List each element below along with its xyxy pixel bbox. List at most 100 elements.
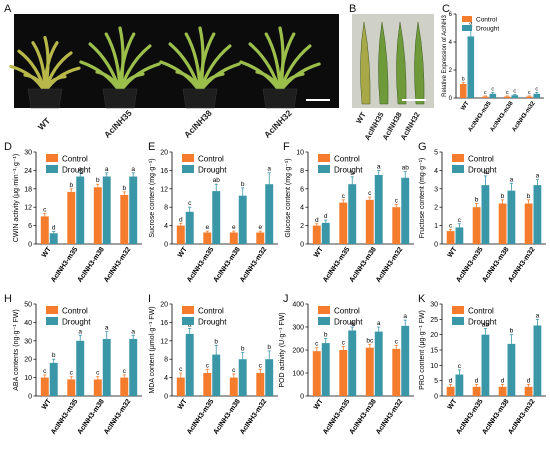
panel-letter-B: B: [349, 3, 356, 15]
significance-letter: c: [43, 206, 47, 213]
bar-drought: [212, 191, 221, 244]
y-tick-label: 4: [164, 223, 168, 230]
bar-control: [472, 386, 481, 396]
bar-drought: [533, 93, 541, 98]
bar-control: [524, 386, 533, 396]
legend-swatch-control: [318, 306, 330, 314]
bar-drought: [102, 176, 111, 244]
photo-A-label: AcINH32: [262, 108, 294, 140]
bar-drought: [511, 95, 519, 98]
category-label: AcINH3-m32: [375, 398, 404, 436]
bar-drought: [185, 211, 194, 244]
legend-label-drought: Drought: [334, 166, 363, 175]
bar-drought: [265, 184, 274, 244]
legend-label-control: Control: [468, 155, 494, 164]
category-label: AcINH3-m35: [186, 246, 215, 284]
category-label: AcINH3-m35: [455, 398, 484, 436]
legend-label-drought: Drought: [62, 166, 91, 175]
significance-letter: c: [535, 86, 538, 92]
chart-F: 0 2 4 6 8 10 Glucose content (mg·g⁻¹) dd WT c b AcI…: [285, 149, 414, 284]
y-tick-label: 8: [164, 357, 168, 364]
category-label: AcINH3-m35: [50, 246, 79, 284]
legend-label-drought: Drought: [62, 318, 91, 327]
leaf-blade: [414, 21, 425, 105]
y-tick-label: 6: [28, 223, 32, 230]
bar-control: [312, 225, 321, 244]
bar-drought: [481, 185, 490, 244]
significance-letter: a: [78, 328, 82, 335]
y-tick-label: 1: [434, 223, 438, 230]
bar-drought: [129, 176, 138, 244]
significance-letter: a: [377, 163, 381, 170]
bar-control: [176, 225, 185, 244]
bar-drought: [265, 359, 274, 396]
y-axis-label: ABA contents (ng·g⁻¹ FW): [13, 309, 20, 391]
panel-letter-D: D: [4, 141, 12, 153]
significance-letter: bc: [366, 337, 374, 344]
panel-letter-A: A: [4, 3, 12, 15]
y-tick-label: 6: [300, 186, 304, 193]
y-axis-label: Sucrose content (mg·g⁻¹): [149, 158, 156, 237]
significance-letter: b: [350, 170, 354, 177]
legend-label-control: Control: [468, 307, 494, 316]
category-label: AcINH3-m32: [239, 398, 268, 436]
bar-control: [120, 194, 129, 244]
significance-letter: c: [43, 368, 47, 375]
significance-letter: c: [395, 338, 399, 345]
significance-letter: b: [122, 185, 126, 192]
y-tick-label: 8: [164, 205, 168, 212]
panel-letter-I: I: [148, 293, 151, 305]
significance-letter: a: [78, 166, 82, 173]
significance-letter: c: [528, 90, 531, 96]
legend-swatch-drought: [182, 165, 194, 173]
category-label: WT: [41, 398, 53, 412]
y-tick-label: 10: [296, 149, 304, 156]
bar-control: [392, 207, 401, 244]
significance-letter: b: [324, 332, 328, 339]
bar-drought: [212, 354, 221, 396]
y-tick-label: 300: [292, 324, 304, 331]
legend-swatch-drought: [46, 165, 58, 173]
significance-letter: a: [510, 176, 514, 183]
y-tick-label: 10: [430, 363, 438, 370]
y-tick-label: 16: [160, 168, 168, 175]
y-tick-label: 20: [430, 332, 438, 339]
bar-control: [176, 377, 185, 396]
significance-letter: e: [205, 224, 209, 231]
photo-A-label: AcINH35: [102, 108, 134, 140]
significance-letter: d: [475, 377, 479, 384]
bar-control: [67, 379, 76, 396]
bar-control: [365, 199, 374, 244]
y-axis-label: Fructose content (mg·g⁻¹): [419, 158, 426, 239]
category-label: AcINH3-m38: [481, 246, 510, 284]
legend-label-control: Control: [334, 307, 360, 316]
bar-drought: [374, 331, 383, 396]
y-tick-label: 0: [164, 393, 168, 400]
significance-letter: c: [449, 222, 453, 229]
significance-letter: a: [403, 313, 407, 320]
significance-letter: c: [506, 90, 509, 96]
y-tick-label: 2: [300, 223, 304, 230]
legend-swatch-control: [182, 154, 194, 162]
category-label: WT: [313, 246, 325, 260]
y-tick-label: 20: [160, 301, 168, 308]
significance-letter: a: [536, 173, 540, 180]
category-label: AcINH3-m35: [322, 246, 351, 284]
bar-control: [120, 377, 129, 396]
y-axis-label: Relative Expression of AcINH3: [442, 14, 448, 96]
plant-1: [9, 36, 81, 109]
bar-drought: [467, 36, 475, 98]
significance-letter: a: [469, 21, 473, 27]
panel-letter-J: J: [283, 293, 289, 305]
significance-letter: c: [123, 368, 127, 375]
panel-letter-E: E: [148, 141, 155, 153]
bar-control: [392, 348, 401, 396]
bar-control: [40, 216, 49, 244]
significance-letter: a: [105, 325, 109, 332]
bar-control: [525, 96, 533, 98]
y-tick-label: 0: [28, 393, 32, 400]
category-label: AcINH3-m38: [76, 246, 105, 284]
bar-drought: [185, 333, 194, 396]
